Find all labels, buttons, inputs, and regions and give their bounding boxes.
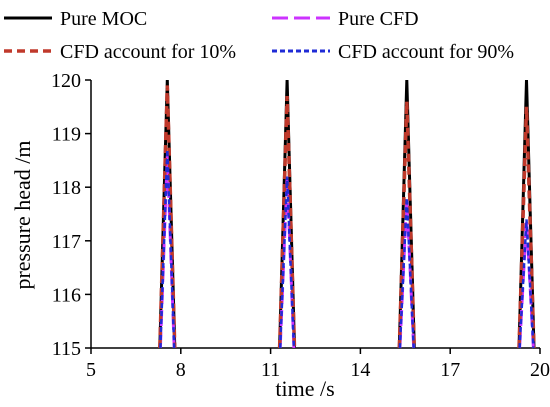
y-tick-label: 117 [52, 231, 81, 253]
x-tick-label: 8 [176, 359, 186, 381]
series-layer [158, 79, 536, 349]
y-axis-label: pressure head /m [10, 140, 35, 289]
series-line-3-peak-0 [159, 149, 176, 349]
x-tick-label: 20 [530, 359, 550, 381]
series-line-0-peak-1 [278, 79, 296, 349]
axes: 115 116 117 118 119 120 5 8 11 14 17 20 [51, 70, 550, 381]
y-tick-label: 119 [52, 124, 81, 146]
series-line-3-peak-3 [518, 219, 535, 349]
legend-label-pure-cfd: Pure CFD [338, 8, 419, 30]
series-line-3-peak-2 [398, 197, 415, 349]
legend-item-cfd-90: CFD account for 90% [272, 41, 514, 63]
legend-item-pure-moc: Pure MOC [4, 8, 147, 30]
legend-label-cfd-10: CFD account for 10% [60, 41, 236, 63]
legend: Pure MOC Pure CFD CFD account for 10% CF… [4, 8, 514, 63]
x-tick-label: 17 [440, 359, 460, 381]
legend-item-cfd-10: CFD account for 10% [4, 41, 236, 63]
y-tick-label: 120 [51, 70, 81, 92]
y-tick-label: 116 [52, 284, 81, 306]
series-line-2-peak-3 [517, 106, 536, 349]
series-line-3-peak-1 [278, 176, 296, 349]
y-tick-label: 118 [52, 177, 81, 199]
x-tick-label: 14 [350, 359, 370, 381]
legend-item-pure-cfd: Pure CFD [272, 8, 419, 30]
y-tick-label: 115 [52, 338, 81, 360]
series-line-2-peak-1 [277, 96, 297, 349]
legend-label-pure-moc: Pure MOC [60, 8, 147, 30]
x-tick-label: 5 [86, 359, 96, 381]
legend-label-cfd-90: CFD account for 90% [338, 41, 514, 63]
series-line-2-peak-2 [397, 101, 417, 349]
x-axis-label: time /s [275, 376, 334, 401]
x-tick-label: 11 [261, 359, 280, 381]
series-line-2-peak-0 [158, 85, 177, 349]
